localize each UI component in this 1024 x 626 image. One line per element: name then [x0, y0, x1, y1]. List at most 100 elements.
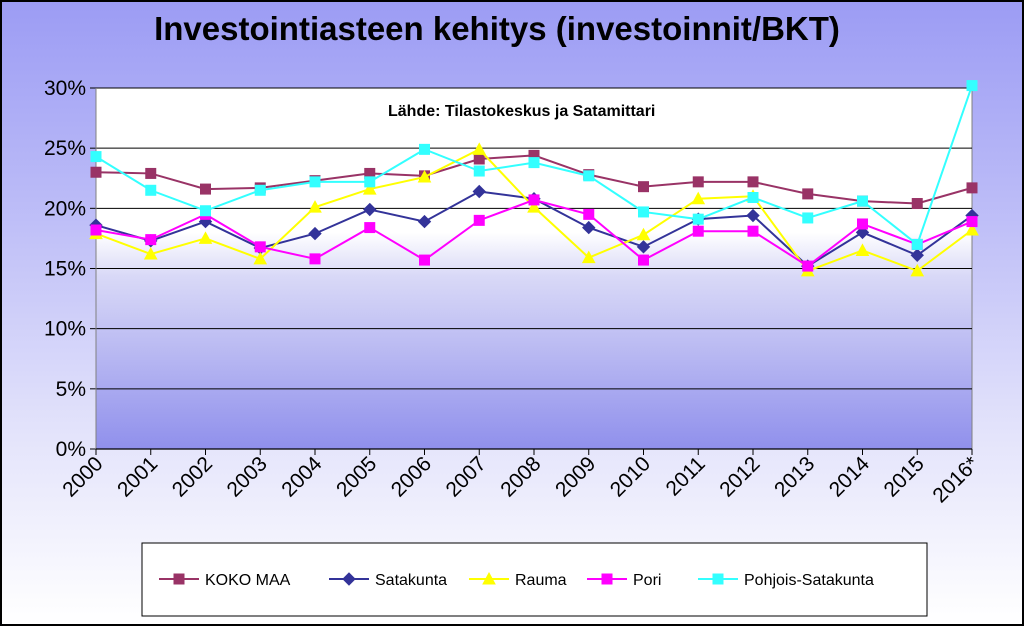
data-point [145, 234, 157, 246]
grid-lines [96, 87, 972, 390]
data-point [309, 253, 321, 265]
legend-item: KOKO MAA [159, 572, 291, 589]
y-axis: 0% 5% 10% 15% 20% 25% 30% [44, 77, 97, 461]
data-point [582, 220, 596, 235]
data-point [364, 222, 376, 234]
data-point [308, 200, 322, 213]
data-point [747, 192, 759, 204]
legend-item: Satakunta [329, 572, 447, 589]
y-tick-label: 0% [56, 438, 86, 461]
x-axis: 2000 2001 2002 2003 2004 2005 2006 2007 2008 2009… [58, 448, 984, 507]
data-point [581, 250, 596, 264]
legend-box [141, 542, 928, 617]
data-point [802, 212, 814, 224]
data-point [145, 167, 157, 179]
x-tick-label: 2013 [770, 452, 819, 501]
data-point [857, 195, 868, 207]
legend-label: Satakunta [375, 572, 447, 589]
data-point [90, 224, 102, 236]
data-point [362, 182, 377, 195]
data-point [253, 251, 268, 265]
x-tick-label: 2015 [879, 452, 928, 501]
data-point [965, 222, 979, 236]
x-tick-label: 2010 [606, 452, 655, 501]
x-tick-label: 2016* [928, 452, 983, 507]
data-point [145, 184, 157, 196]
data-point [200, 205, 211, 217]
legend-label: Pori [633, 572, 661, 589]
x-tick-label: 2012 [715, 452, 764, 501]
legend-label: Rauma [515, 572, 567, 589]
series-pohjois-satakunta [90, 80, 978, 250]
data-point [966, 80, 978, 92]
data-point [636, 227, 651, 241]
data-point [342, 572, 356, 586]
x-tick-label: 2001 [113, 452, 162, 501]
y-tick-label: 30% [44, 77, 86, 100]
x-tick-label: 2011 [662, 452, 710, 500]
data-point [910, 248, 924, 262]
data-point [583, 170, 595, 182]
data-point [417, 170, 432, 183]
data-point [692, 213, 704, 225]
x-tick-label: 2002 [168, 452, 217, 501]
data-point [473, 165, 485, 177]
data-point [966, 216, 978, 228]
data-point [691, 191, 706, 205]
data-point [472, 184, 486, 199]
data-point [417, 214, 432, 229]
data-point [419, 143, 430, 155]
data-point [472, 142, 487, 155]
data-point [636, 240, 651, 254]
data-point [364, 176, 376, 188]
data-point [747, 225, 759, 237]
x-tick-label: 2014 [825, 452, 875, 502]
data-point [638, 181, 649, 193]
data-point [583, 208, 595, 220]
data-point [528, 157, 540, 169]
chart-title: Investointiasteen kehitys (investoinnit/… [154, 10, 840, 47]
data-point [90, 166, 102, 178]
data-point [200, 183, 211, 195]
data-point [363, 202, 377, 217]
x-tick-label: 2004 [277, 452, 327, 502]
legend: KOKO MAA Satakunta Rauma Pori Pohjois-Sataku… [141, 542, 928, 617]
data-point [198, 231, 213, 244]
data-point [601, 573, 613, 585]
data-point [746, 208, 760, 223]
data-point [910, 263, 925, 277]
data-point [482, 571, 496, 585]
data-point [419, 254, 430, 266]
data-point [173, 573, 185, 585]
x-tick-label: 2003 [222, 452, 271, 501]
x-tick-label: 2006 [387, 452, 436, 501]
x-tick-label: 2007 [441, 452, 490, 501]
data-point [802, 188, 814, 200]
y-tick-label: 20% [44, 197, 86, 220]
data-point [692, 176, 704, 188]
data-point [966, 182, 978, 194]
data-point [309, 176, 321, 188]
legend-item: Pori [587, 572, 661, 589]
data-point [911, 198, 923, 210]
data-point [308, 226, 322, 241]
data-point [712, 573, 724, 585]
data-point [143, 247, 158, 260]
data-point [855, 243, 870, 256]
legend-item: Pohjois-Satakunta [698, 572, 874, 589]
data-point [911, 238, 923, 250]
data-point [90, 151, 102, 163]
data-point [638, 206, 649, 218]
x-tick-label: 2009 [551, 452, 600, 501]
x-tick-label: 2008 [496, 452, 545, 501]
data-point [528, 194, 540, 206]
y-tick-label: 25% [44, 137, 86, 160]
y-tick-label: 15% [44, 258, 86, 281]
legend-label: KOKO MAA [205, 572, 291, 589]
data-point [802, 260, 814, 272]
y-tick-label: 5% [56, 378, 86, 401]
data-point [254, 241, 266, 253]
data-point [692, 225, 704, 237]
